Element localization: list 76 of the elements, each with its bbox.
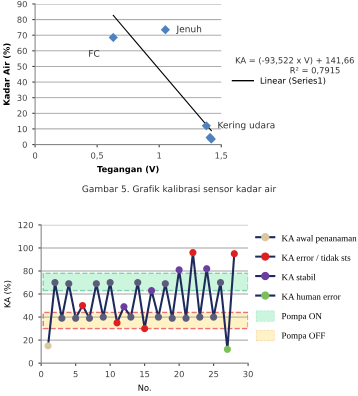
text: KA = (-93,522 x V) + 141,66 (236, 57, 354, 64)
y-tick-label: 10 (18, 126, 27, 132)
x-axis-title: Tegangan (V) (97, 166, 159, 174)
y-tick-label: 70 (18, 32, 27, 38)
point (108, 32, 118, 42)
point (230, 250, 238, 258)
point (224, 346, 231, 353)
x-tick-label: 0,5 (91, 152, 104, 160)
point (58, 314, 66, 322)
legend-label: KA error / tidak sts (282, 254, 350, 261)
legend-label: Pompa ON (282, 313, 322, 322)
point (168, 314, 176, 322)
legend-label: KA awal penanaman (282, 235, 357, 244)
point (162, 280, 169, 288)
point (203, 265, 210, 272)
legend-label: KA human error (282, 293, 341, 300)
text: R² = 0,7915 (290, 67, 340, 74)
text: Gambar 5. Grafik kalibrasi sensor kadar air (82, 185, 276, 192)
x-tick-label: 10 (106, 370, 115, 378)
y-tick-label: 40 (17, 79, 27, 86)
point (210, 314, 218, 321)
y-tick-label: 50 (17, 63, 27, 70)
point (216, 278, 224, 286)
y-axis-title: Kadar Air (%) (3, 43, 11, 105)
x-tick-label: 0 (32, 152, 38, 159)
point (51, 278, 59, 286)
legend-label: Linear (Series1) (260, 77, 326, 85)
y-axis-title: KA (%) (4, 280, 12, 308)
y-tick-label: 30 (17, 94, 27, 101)
point (182, 314, 190, 322)
point (120, 303, 128, 310)
annotation: Kering udara (218, 121, 274, 130)
y-tick-label: 60 (17, 48, 27, 54)
point (141, 325, 148, 332)
point (196, 314, 204, 321)
annotation: FC (89, 50, 100, 57)
y-tick-label: 20 (17, 110, 27, 117)
point (114, 319, 121, 326)
point (154, 314, 162, 321)
annotation: Jenuh (176, 25, 202, 34)
point (92, 280, 100, 288)
point (72, 314, 80, 322)
y-tick-label: 20 (24, 337, 33, 344)
y-tick-label: 100 (18, 244, 33, 252)
legend-label: KA stabil (282, 274, 316, 280)
point (148, 287, 156, 294)
x-tick-label: 15 (140, 371, 150, 378)
point (202, 121, 211, 130)
y-tick-label: 120 (18, 222, 33, 228)
x-tick-label: 5 (74, 371, 78, 378)
point (44, 342, 52, 350)
x-tick-label: 1 (157, 152, 162, 159)
point (65, 280, 72, 288)
y-tick-label: 60 (24, 291, 33, 298)
point (100, 314, 107, 321)
point (127, 314, 134, 321)
y-tick-label: 80 (23, 268, 33, 274)
point (176, 266, 183, 274)
x-tick-label: 1,5 (216, 152, 228, 160)
legend-label: Pompa OFF (282, 332, 326, 340)
x-tick-label: 20 (174, 370, 184, 378)
point (79, 302, 86, 310)
x-axis-title: No. (138, 384, 151, 391)
point (160, 25, 170, 34)
x-tick-label: 30 (243, 370, 253, 378)
x-tick-label: 25 (208, 370, 218, 378)
y-tick-label: 40 (23, 314, 33, 320)
x-tick-label: 0 (39, 370, 44, 378)
y-tick-label: 80 (17, 16, 27, 23)
point (134, 278, 142, 286)
y-tick-label: 90 (17, 0, 27, 8)
point (86, 314, 93, 322)
y-tick-label: 0 (28, 360, 33, 366)
point (189, 249, 196, 256)
y-tick-label: 0 (22, 142, 27, 148)
point (106, 278, 114, 286)
